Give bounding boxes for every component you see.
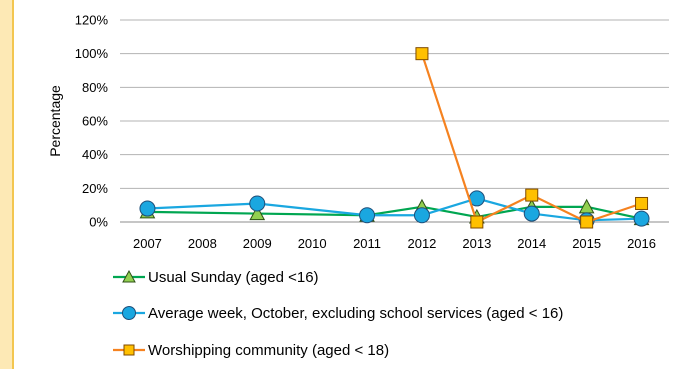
circle-series-point xyxy=(249,195,266,212)
square-series-point xyxy=(470,215,484,229)
triangle-series-line xyxy=(147,205,642,220)
y-tick-label: 120% xyxy=(75,13,109,28)
square-series-point xyxy=(525,188,539,202)
x-tick-label: 2015 xyxy=(572,236,601,251)
legend-swatch-marker xyxy=(123,344,135,356)
x-tick-label: 2012 xyxy=(407,236,436,251)
x-tick-label: 2016 xyxy=(627,236,656,251)
circle-series-point xyxy=(633,210,650,227)
x-tick-label: 2013 xyxy=(462,236,491,251)
circle-series-point xyxy=(523,205,540,222)
triangle-series-point xyxy=(249,205,266,221)
x-tick-label: 2007 xyxy=(133,236,162,251)
x-tick-label: 2008 xyxy=(188,236,217,251)
square-series-point xyxy=(580,215,594,229)
x-tick-label: 2014 xyxy=(517,236,546,251)
circle-series-line xyxy=(147,197,642,222)
legend-swatch-marker xyxy=(122,269,136,283)
x-tick-label: 2011 xyxy=(353,236,381,251)
y-tick-label: 20% xyxy=(82,181,108,196)
legend-label: Usual Sunday (aged <16) xyxy=(148,269,319,286)
y-axis-title: Percentage xyxy=(47,85,63,157)
circle-series-point xyxy=(139,200,156,217)
x-tick-label: 2009 xyxy=(243,236,272,251)
y-tick-label: 0% xyxy=(89,215,108,230)
y-tick-label: 40% xyxy=(82,147,108,162)
circle-series-point xyxy=(359,207,376,224)
square-series-point xyxy=(415,47,429,61)
y-tick-label: 60% xyxy=(82,114,108,129)
legend-label: Average week, October, excluding school … xyxy=(148,305,563,322)
circle-series-point xyxy=(413,207,430,224)
x-tick-label: 2010 xyxy=(298,236,327,251)
frame-border xyxy=(0,0,14,369)
legend-swatch-marker xyxy=(122,306,136,320)
y-tick-label: 80% xyxy=(82,80,108,95)
y-tick-label: 100% xyxy=(75,46,109,61)
legend-label: Worshipping community (aged < 18) xyxy=(148,342,389,359)
square-series-point xyxy=(635,196,649,210)
